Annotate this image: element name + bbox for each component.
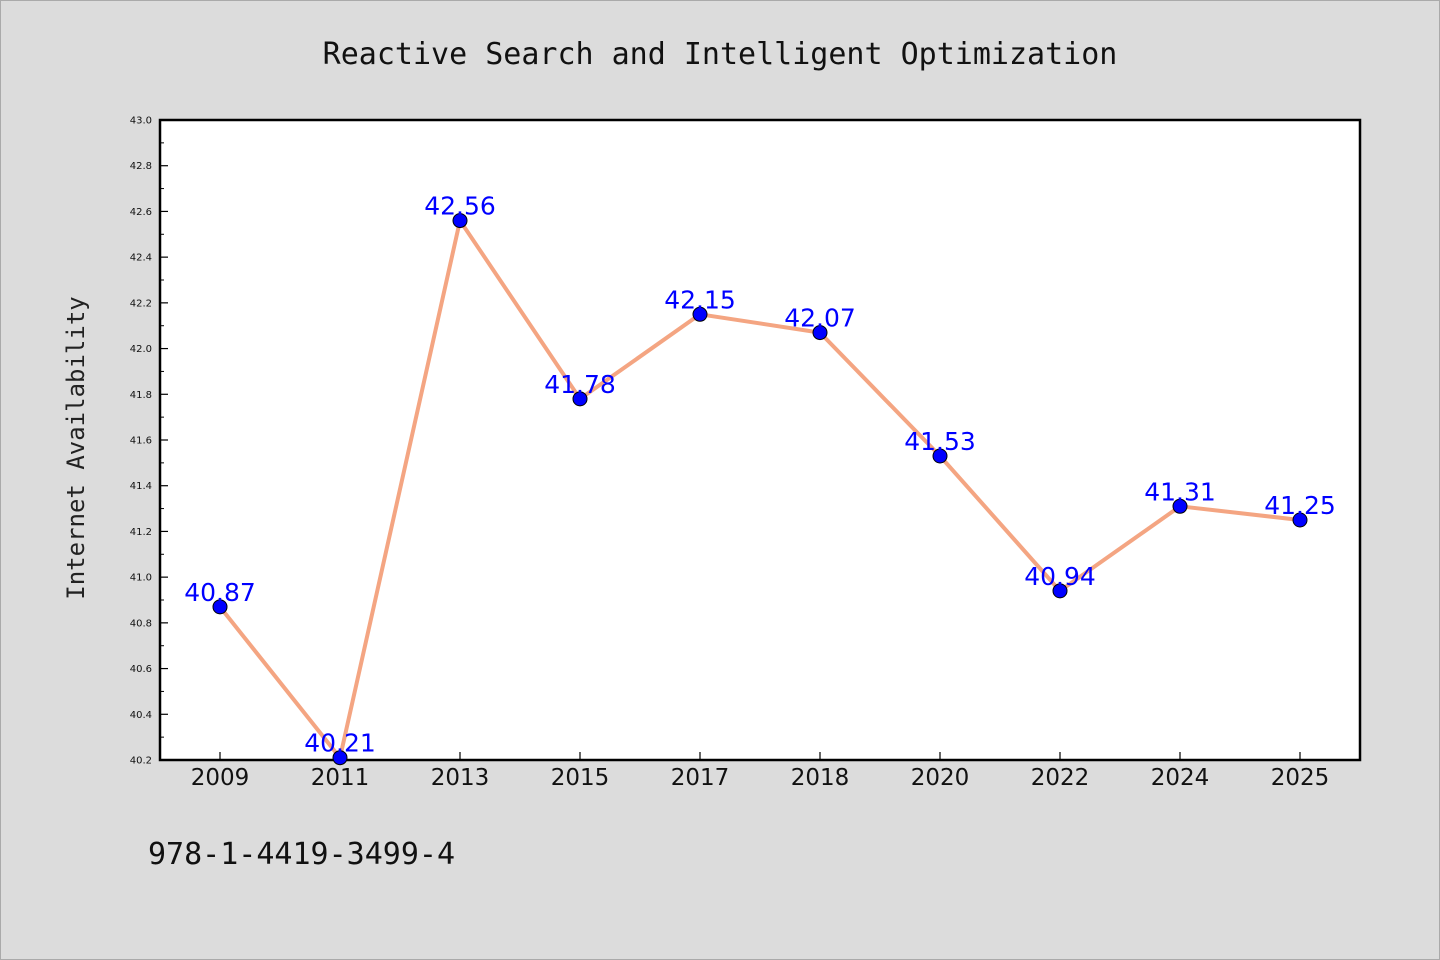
- data-point: [332, 750, 348, 766]
- y-tick-label: 41.8: [130, 390, 152, 401]
- data-point: [452, 213, 468, 229]
- data-label: 41.31: [1144, 477, 1216, 506]
- data-point: [1292, 512, 1308, 528]
- series-line: [218, 218, 1302, 760]
- x-tick-label: 2018: [791, 765, 850, 791]
- y-tick-label: 41.4: [130, 481, 152, 492]
- x-tick-label: 2025: [1271, 765, 1330, 791]
- y-tick-label: 40.6: [130, 664, 152, 675]
- y-tick-label: 41.2: [130, 527, 152, 538]
- x-tick-label: 2024: [1151, 765, 1210, 791]
- x-tick-label: 2020: [911, 765, 970, 791]
- x-tick-label: 2017: [671, 765, 730, 791]
- data-labels: 40.87 40.21 42.56 41.78 42.15 42.07 41.53 40.94…: [184, 192, 1336, 758]
- data-label: 41.78: [544, 370, 616, 399]
- data-point: [932, 448, 948, 464]
- isbn-footer: 978-1-4419-3499-4: [148, 837, 455, 872]
- x-tick-label: 2022: [1031, 765, 1090, 791]
- y-tick-label: 42.8: [130, 161, 152, 172]
- data-point: [572, 391, 588, 407]
- data-label: 42.15: [664, 285, 736, 314]
- data-label: 40.94: [1024, 562, 1096, 591]
- y-tick-label: 40.8: [130, 618, 152, 629]
- y-tick-label: 41.0: [130, 573, 152, 584]
- data-point: [212, 599, 228, 615]
- series-line-group: [218, 218, 1302, 760]
- x-tick-label: 2011: [311, 765, 370, 791]
- y-tick-label: 40.4: [130, 710, 152, 721]
- y-axis-label: Internet Availability: [62, 296, 90, 599]
- y-tick-label: 42.6: [130, 207, 152, 218]
- data-label: 41.25: [1264, 491, 1336, 520]
- y-axis: 40.2 40.4 40.6 40.8 41.0 41.2 41.4 41.6 41.8 42.0…: [130, 116, 168, 767]
- y-tick-label: 43.0: [130, 116, 152, 127]
- chart-title: Reactive Search and Intelligent Optimiza…: [323, 37, 1118, 72]
- data-label: 41.53: [904, 427, 976, 456]
- y-tick-label: 40.2: [130, 756, 152, 767]
- y-tick-label: 42.0: [130, 344, 152, 355]
- x-axis: 2009 2011 2013 2015 2017 2018 2020 2022 2024 2025: [191, 752, 1330, 791]
- data-label: 42.56: [424, 192, 496, 221]
- data-point: [812, 325, 828, 341]
- data-label: 40.21: [304, 729, 376, 758]
- data-label: 42.07: [784, 304, 856, 333]
- data-label: 40.87: [184, 578, 256, 607]
- x-tick-label: 2015: [551, 765, 610, 791]
- y-tick-label: 42.2: [130, 298, 152, 309]
- y-tick-label: 42.4: [130, 253, 152, 264]
- x-tick-label: 2009: [191, 765, 250, 791]
- x-tick-label: 2013: [431, 765, 490, 791]
- data-point: [1052, 583, 1068, 599]
- data-point: [1172, 498, 1188, 514]
- plot-area: [158, 118, 1362, 762]
- y-tick-label: 41.6: [130, 436, 152, 447]
- data-point: [692, 306, 708, 322]
- data-points: [212, 213, 1308, 766]
